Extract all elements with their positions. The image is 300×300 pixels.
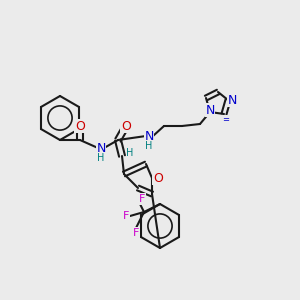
Text: N: N	[205, 103, 215, 116]
Text: F: F	[123, 211, 129, 221]
Text: F: F	[133, 228, 139, 238]
Text: H: H	[145, 141, 153, 151]
Text: O: O	[75, 119, 85, 133]
Text: N: N	[227, 94, 237, 106]
Text: O: O	[121, 119, 131, 133]
Text: H: H	[126, 148, 134, 158]
Text: =: =	[223, 116, 230, 124]
Text: N: N	[96, 142, 106, 154]
Text: N: N	[144, 130, 154, 142]
Text: H: H	[97, 153, 105, 163]
Text: O: O	[153, 172, 163, 184]
Text: F: F	[139, 194, 145, 204]
